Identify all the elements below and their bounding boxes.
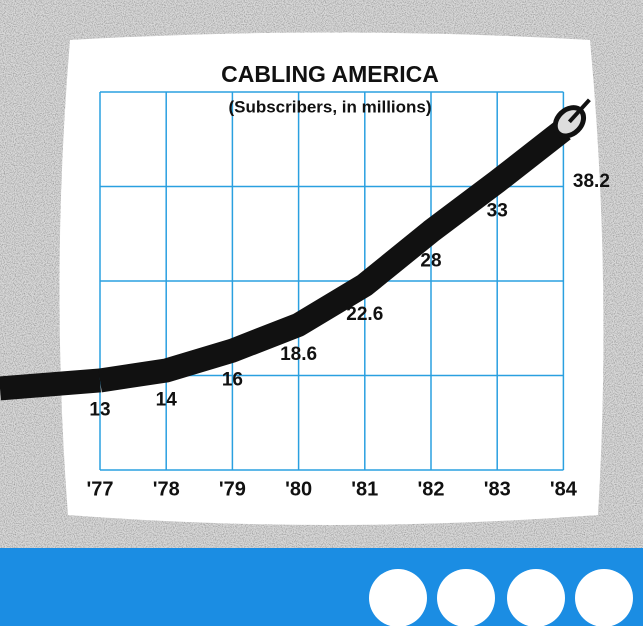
x-tick-label: '79	[219, 478, 246, 500]
data-label: 28	[420, 250, 441, 271]
x-tick-label: '81	[351, 478, 378, 500]
x-tick-label: '84	[550, 478, 578, 500]
cable-lead	[0, 368, 101, 401]
x-tick-label: '82	[417, 478, 444, 500]
x-tick-label: '80	[285, 478, 312, 500]
knob	[575, 569, 633, 626]
data-label: 18.6	[280, 344, 317, 365]
x-tick-label: '83	[484, 478, 511, 500]
data-label: 38.2	[573, 171, 610, 192]
x-tick-label: '78	[153, 478, 180, 500]
knob	[369, 569, 427, 626]
data-label: 22.6	[346, 304, 383, 325]
line	[98, 120, 571, 393]
x-tick-label: '77	[86, 478, 113, 500]
knob	[507, 569, 565, 626]
data-label: 13	[89, 399, 110, 420]
chart-subtitle: (Subscribers, in millions)	[228, 97, 431, 116]
connector-pin	[567, 98, 591, 124]
knob	[437, 569, 495, 626]
data-label: 16	[222, 370, 243, 391]
data-label: 33	[487, 201, 508, 222]
chart-title: CABLING AMERICA	[221, 61, 439, 87]
screen	[59, 32, 604, 525]
data-label: 14	[156, 390, 178, 411]
